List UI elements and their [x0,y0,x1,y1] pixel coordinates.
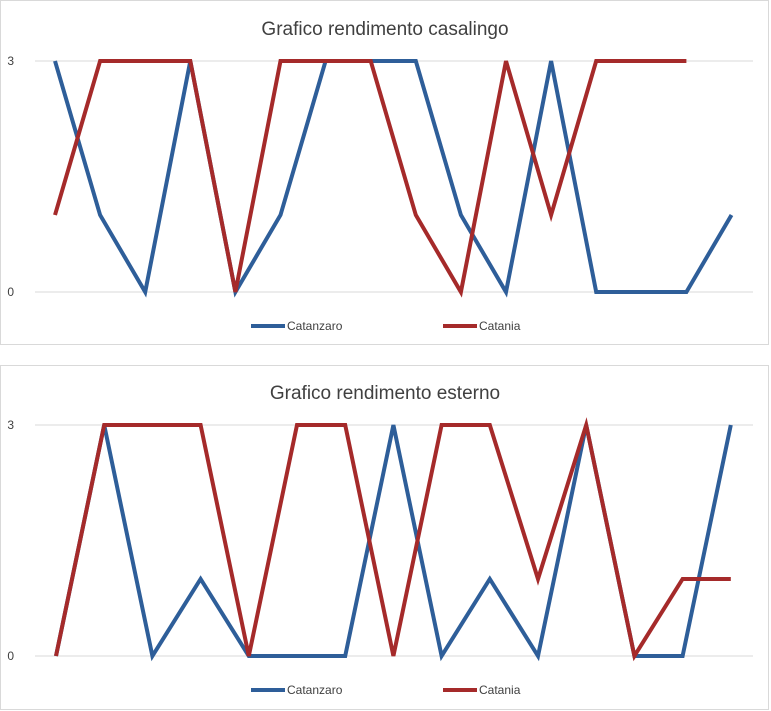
chart-panel-esterno: Grafico rendimento esterno 0 3 Catanzaro Cat… [0,365,769,710]
line-chart-esterno: Grafico rendimento esterno 0 3 Catanzaro Cat… [7,383,753,697]
data-point-catania-2 [102,423,106,427]
data-point-catanzaro-3 [143,290,147,294]
data-point-catania-9 [440,423,444,427]
data-point-catanzaro-10 [488,577,492,581]
data-point-catanzaro-9 [414,59,418,63]
data-point-catania-10 [459,290,463,294]
series-line-catania [54,417,731,662]
y-tick-label-3: 3 [7,54,14,68]
legend-label-catanzaro: Catanzaro [287,319,343,333]
data-point-catanzaro-14 [681,654,685,658]
data-point-catania-1 [54,654,58,658]
data-point-catania-11 [504,59,508,63]
data-point-catania-8 [369,59,373,63]
data-point-catanzaro-13 [594,290,598,294]
data-point-catania-4 [188,59,192,63]
data-point-catania-5 [247,654,251,658]
legend-label-catania: Catania [479,319,521,333]
data-point-catania-3 [150,423,154,427]
data-point-catania-7 [343,423,347,427]
data-point-catanzaro-6 [279,213,283,217]
data-point-catanzaro-9 [440,654,444,658]
data-point-catania-6 [279,59,283,63]
data-point-catanzaro-15 [729,423,733,427]
series-line-catanzaro [54,424,733,662]
y-tick-label-0: 0 [7,649,14,663]
data-point-catania-9 [414,213,418,217]
legend-label-catania: Catania [479,683,521,697]
y-tick-label-3: 3 [7,418,14,432]
data-point-catania-5 [233,290,237,294]
data-point-catania-15 [729,577,733,581]
data-point-catanzaro-14 [639,290,643,294]
data-point-catanzaro-16 [730,213,734,217]
data-point-catania-3 [143,59,147,63]
data-point-catanzaro-8 [391,423,395,427]
data-point-catanzaro-7 [343,654,347,658]
data-point-catania-13 [632,654,636,658]
data-point-catania-13 [594,59,598,63]
y-tick-label-0: 0 [7,285,14,299]
data-point-catanzaro-3 [150,654,154,658]
data-point-catania-12 [584,423,588,427]
data-point-catanzaro-11 [504,290,508,294]
data-point-catania-14 [681,577,685,581]
data-point-catania-1 [53,213,57,217]
data-point-catanzaro-15 [684,290,688,294]
series-line-catanzaro [53,59,734,298]
data-point-catania-15 [684,59,688,63]
data-point-catania-10 [488,423,492,427]
data-point-catanzaro-1 [53,59,57,63]
legend-label-catanzaro: Catanzaro [287,683,343,697]
data-point-catania-4 [199,423,203,427]
data-point-catanzaro-4 [199,577,203,581]
data-point-catanzaro-11 [536,654,540,658]
chart-panel-casalingo: Grafico rendimento casalingo 0 3 Catanzaro C… [0,0,769,345]
data-point-catania-7 [324,59,328,63]
data-point-catanzaro-6 [295,654,299,658]
data-point-catanzaro-2 [98,213,102,217]
data-point-catania-8 [391,654,395,658]
chart-title: Grafico rendimento esterno [270,383,500,404]
chart-title: Grafico rendimento casalingo [261,19,508,40]
data-point-catania-12 [549,213,553,217]
data-point-catania-14 [639,59,643,63]
data-point-catania-11 [536,577,540,581]
line-chart-casalingo: Grafico rendimento casalingo 0 3 Catanzaro C… [7,19,753,333]
data-point-catanzaro-12 [549,59,553,63]
series-line-catania [53,59,687,298]
data-point-catania-2 [98,59,102,63]
data-point-catania-6 [295,423,299,427]
data-point-catanzaro-10 [459,213,463,217]
